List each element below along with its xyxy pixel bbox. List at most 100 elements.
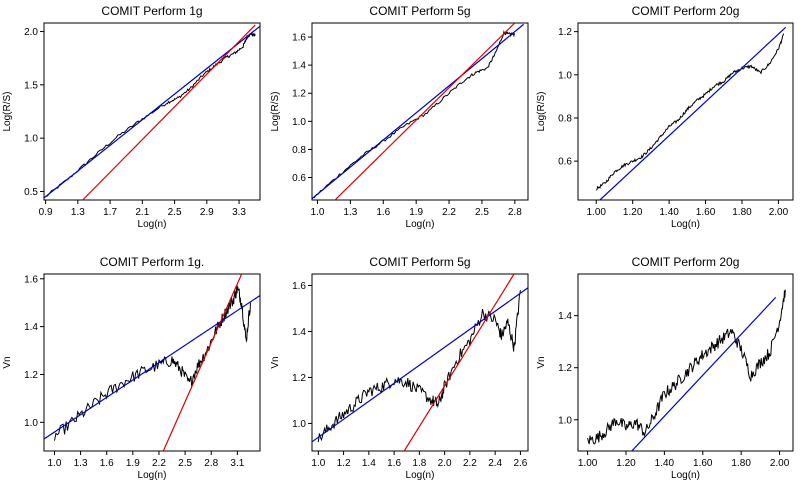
y-tick-label: 0.6 — [292, 173, 306, 184]
x-tick-label: 2.2 — [442, 207, 456, 218]
chart-title: COMIT Perform 20g — [632, 255, 740, 269]
y-axis-label: Vn — [270, 356, 281, 368]
x-tick-label: 1.40 — [655, 458, 675, 469]
y-tick-label: 1.2 — [292, 373, 306, 384]
y-tick-label: 1.4 — [24, 322, 38, 333]
y-axis-label: Vn — [536, 356, 547, 368]
y-axis-label: Log(R/S) — [536, 91, 547, 131]
x-tick-label: 1.6 — [376, 207, 390, 218]
y-tick-label: 1.0 — [558, 415, 572, 426]
y-tick-label: 1.4 — [292, 327, 306, 338]
chart-panel-6: COMIT Perform 20g 1.00 1.20 1.40 1.60 1.80 2.0… — [536, 255, 794, 481]
x-tick-label: 1.0 — [311, 458, 325, 469]
x-tick-label: 2.0 — [438, 458, 452, 469]
x-tick-label: 3.1 — [230, 458, 244, 469]
x-tick-label: 2.4 — [488, 458, 502, 469]
series-line-observed — [54, 285, 251, 441]
plot-frame — [311, 273, 529, 452]
y-tick-label: 1.6 — [24, 274, 38, 285]
y-tick-label: 1.2 — [24, 370, 38, 381]
series-line-fit-2 — [403, 274, 515, 451]
y-tick-label: 1.5 — [24, 80, 38, 91]
chart-panel-5: COMIT Perform 5g 1.0 1.2 1.4 1.6 1.8 2.0 2.2 2.4… — [270, 255, 529, 481]
y-tick-label: 1.0 — [558, 70, 572, 81]
x-tick-label: 2.1 — [135, 207, 149, 218]
x-tick-label: 1.8 — [412, 458, 426, 469]
x-axis-label: Log(n) — [138, 219, 167, 230]
series-line-fit-2 — [162, 274, 243, 451]
chart-panel-4: COMIT Perform 1g. 1.0 1.3 1.6 1.9 2.2 2.5 2.8 3.… — [2, 255, 261, 481]
chart-panel-3: COMIT Perform 20g 1.00 1.20 1.40 1.60 1.80 2.0… — [536, 4, 794, 230]
x-tick-label: 2.2 — [463, 458, 477, 469]
chart-title: COMIT Perform 1g. — [100, 255, 204, 269]
y-tick-label: 1.0 — [292, 117, 306, 128]
x-tick-label: 1.3 — [71, 207, 85, 218]
x-tick-label: 0.9 — [39, 207, 53, 218]
series-line-observed — [313, 29, 516, 199]
x-tick-label: 2.00 — [769, 207, 789, 218]
x-axis-label: Log(n) — [671, 219, 700, 230]
x-tick-label: 2.9 — [200, 207, 214, 218]
y-tick-label: 0.8 — [558, 113, 572, 124]
plot-frame — [577, 22, 794, 201]
y-tick-label: 1.2 — [558, 363, 572, 374]
y-tick-label: 1.6 — [292, 281, 306, 292]
chart-title: COMIT Perform 5g — [369, 4, 470, 18]
plot-frame — [43, 273, 261, 452]
y-tick-label: 1.2 — [558, 27, 572, 38]
series-line-fit-1 — [312, 287, 528, 443]
x-tick-label: 1.4 — [362, 458, 376, 469]
y-tick-label: 1.0 — [292, 419, 306, 430]
x-tick-label: 2.5 — [178, 458, 192, 469]
x-axis-label: Log(n) — [406, 219, 435, 230]
x-tick-label: 1.0 — [47, 458, 61, 469]
plot-frame — [43, 22, 261, 201]
x-tick-label: 1.3 — [74, 458, 88, 469]
x-tick-label: 1.3 — [343, 207, 357, 218]
series-line-fit-2 — [334, 23, 516, 200]
y-axis-label: Log(R/S) — [270, 91, 281, 131]
chart-title: COMIT Perform 1g — [101, 4, 202, 18]
y-axis-label: Log(R/S) — [2, 91, 13, 131]
y-tick-label: 1.0 — [24, 418, 38, 429]
series-line-fit-2 — [82, 24, 256, 200]
x-tick-label: 2.8 — [508, 207, 522, 218]
y-tick-label: 2.0 — [24, 27, 38, 38]
x-tick-label: 1.00 — [586, 207, 606, 218]
y-tick-label: 0.5 — [24, 187, 38, 198]
x-tick-label: 1.2 — [337, 458, 351, 469]
x-tick-label: 2.8 — [204, 458, 218, 469]
y-tick-label: 1.6 — [292, 33, 306, 44]
x-tick-label: 1.60 — [696, 207, 716, 218]
x-tick-label: 2.5 — [168, 207, 182, 218]
chart-title: COMIT Perform 20g — [632, 4, 740, 18]
y-tick-label: 1.4 — [292, 61, 306, 72]
x-tick-label: 1.6 — [387, 458, 401, 469]
chart-panel-1: COMIT Perform 1g 0.9 1.3 1.7 2.1 2.5 2.9 3.3 0.5… — [2, 4, 261, 230]
y-tick-label: 1.2 — [292, 89, 306, 100]
x-tick-label: 1.20 — [623, 207, 643, 218]
series-line-fit-1 — [44, 25, 260, 199]
x-tick-label: 1.80 — [731, 458, 751, 469]
x-tick-label: 2.2 — [152, 458, 166, 469]
x-tick-label: 1.40 — [659, 207, 679, 218]
plot-frame — [577, 273, 794, 452]
series-line-observed — [595, 33, 785, 191]
x-tick-label: 3.3 — [232, 207, 246, 218]
series-line-fit-1 — [312, 23, 524, 200]
series-line-fit-1 — [599, 26, 787, 200]
x-tick-label: 1.80 — [732, 207, 752, 218]
x-tick-label: 2.6 — [513, 458, 527, 469]
chart-panel-2: COMIT Perform 5g 1.0 1.3 1.6 1.9 2.2 2.5 2.8 0.6… — [270, 4, 529, 230]
y-tick-label: 0.6 — [558, 157, 572, 168]
y-axis-label: Vn — [2, 356, 13, 368]
x-tick-label: 1.7 — [103, 207, 117, 218]
series-line-observed — [45, 32, 256, 197]
x-tick-label: 1.0 — [311, 207, 325, 218]
plot-frame — [311, 22, 529, 201]
x-tick-label: 1.00 — [578, 458, 598, 469]
x-tick-label: 1.60 — [693, 458, 713, 469]
x-tick-label: 1.6 — [100, 458, 114, 469]
x-tick-label: 2.00 — [770, 458, 790, 469]
